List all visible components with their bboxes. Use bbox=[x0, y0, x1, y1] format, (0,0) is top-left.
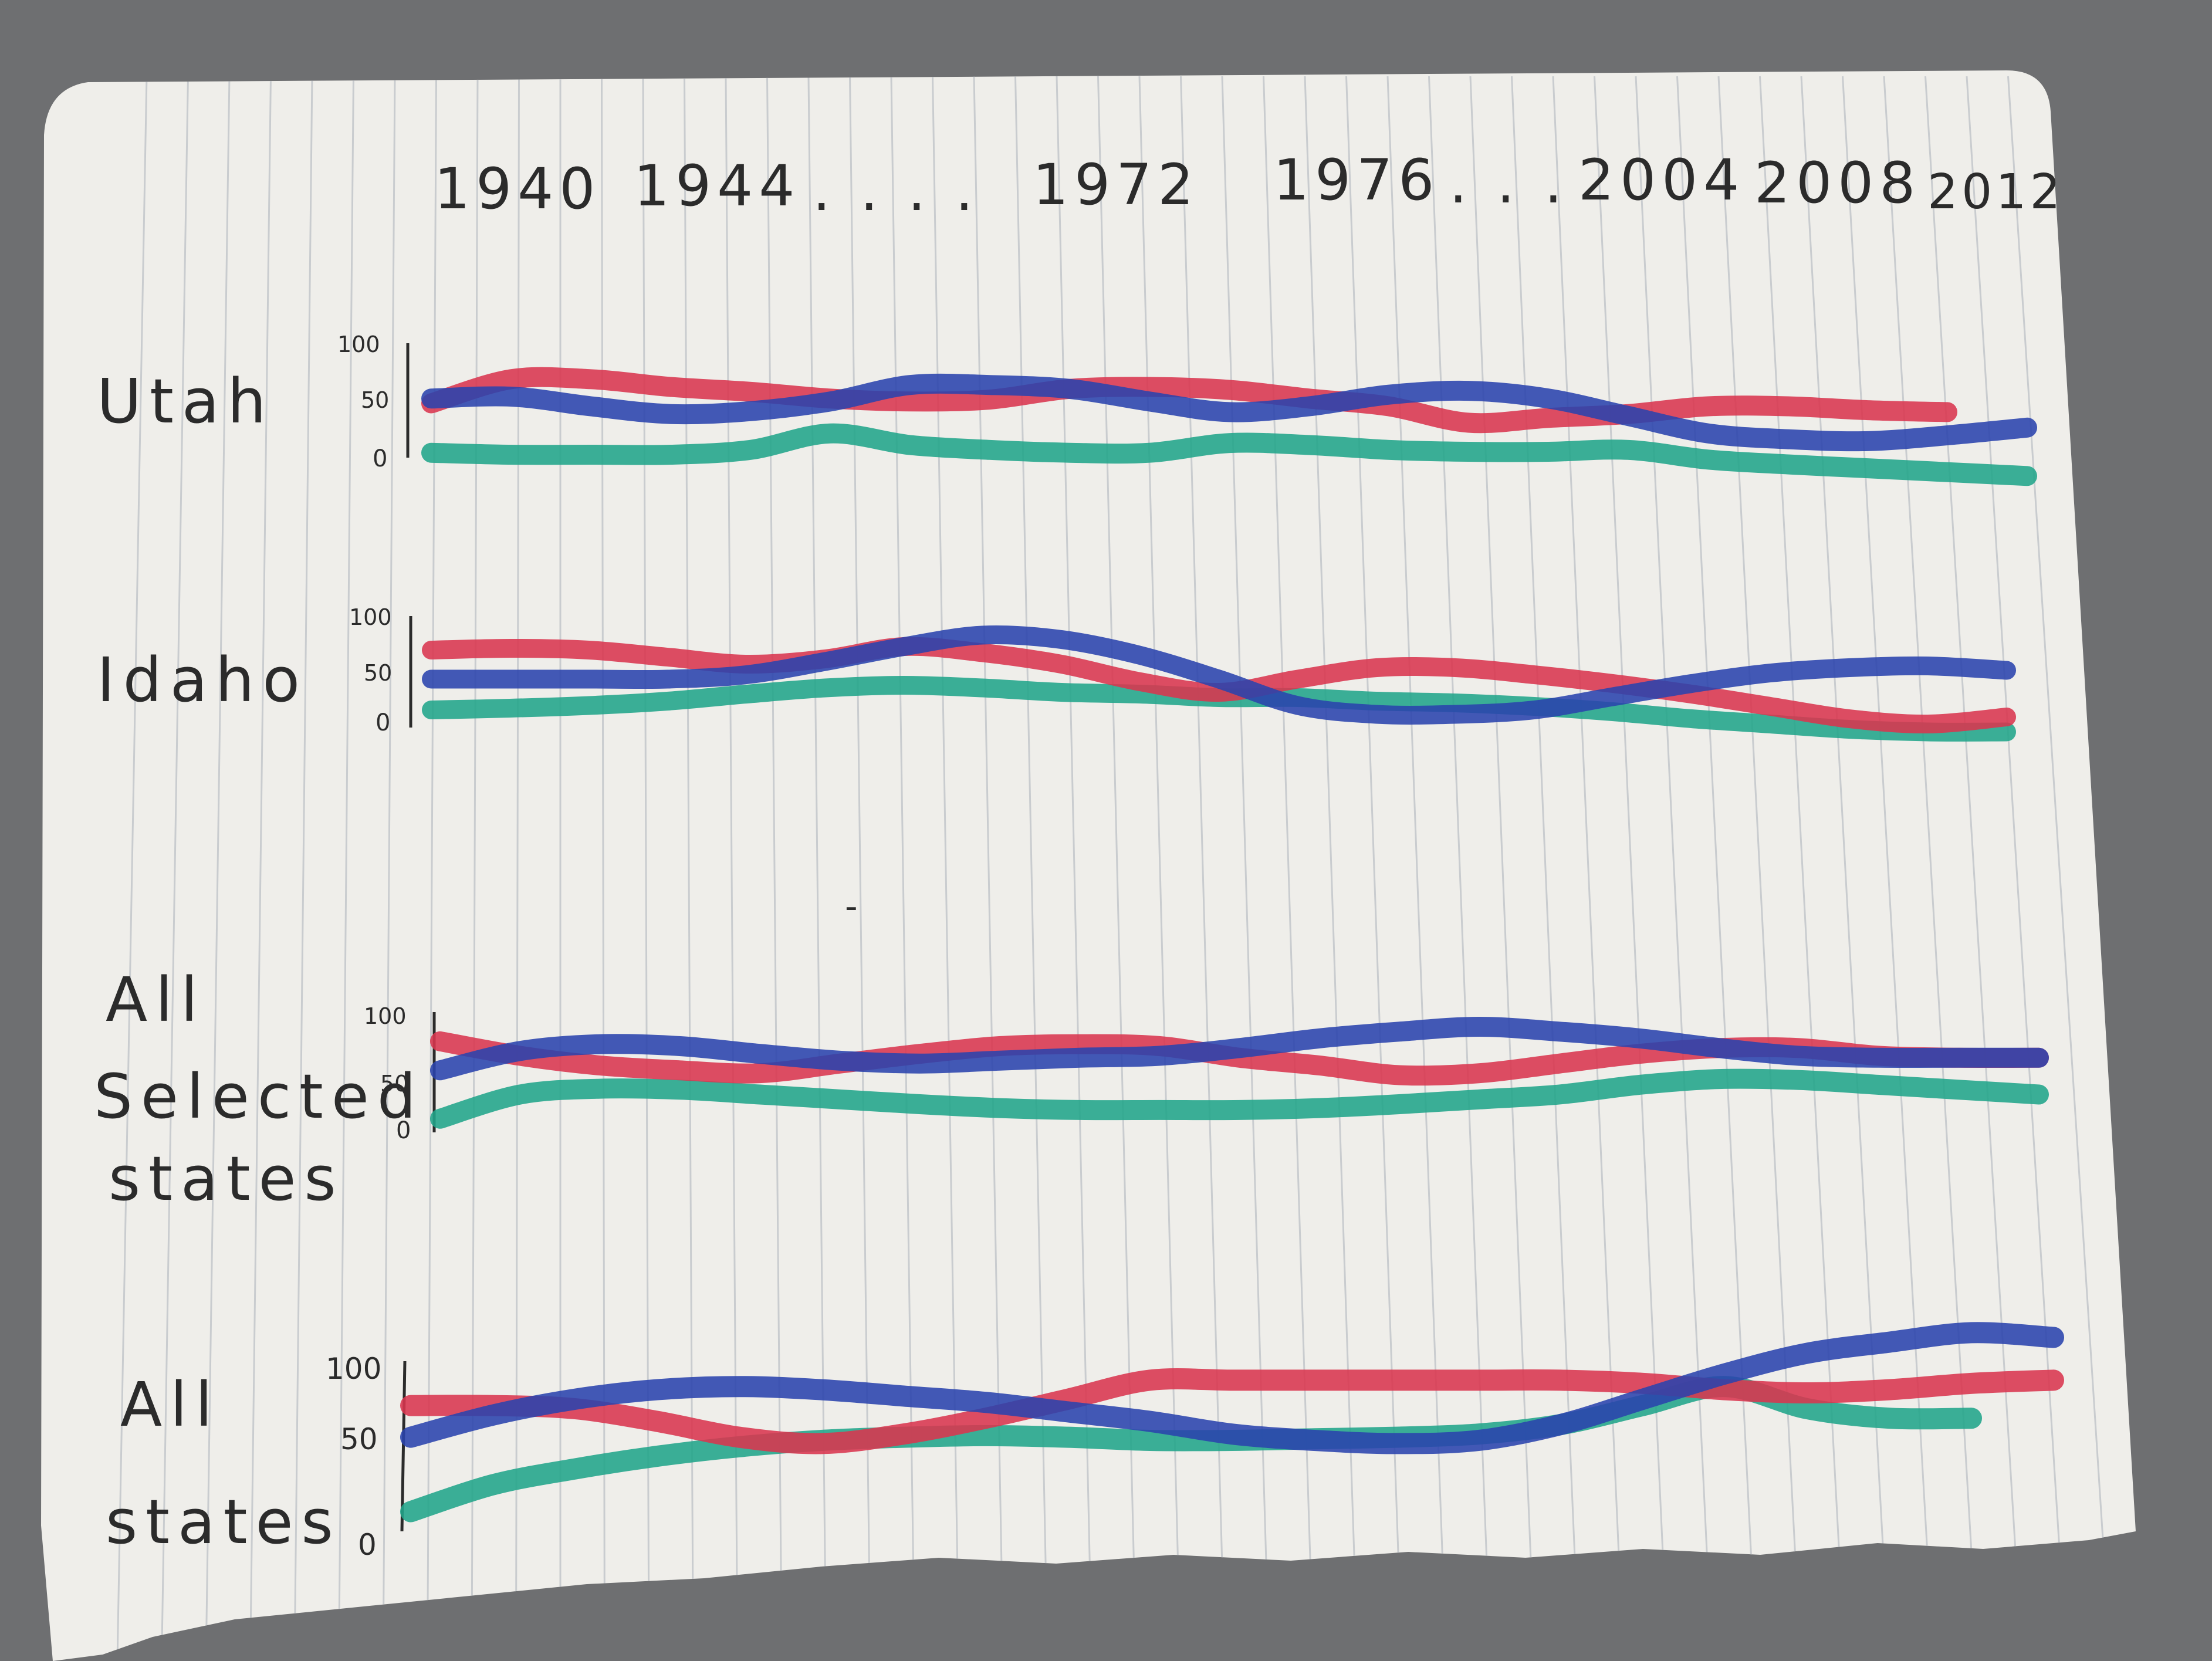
panel-idaho: Idaho 100 50 0 bbox=[97, 604, 2016, 742]
ruled-line bbox=[1345, 76, 1403, 1661]
ruled-line bbox=[205, 76, 231, 1661]
x-label-ellipsis-2: . . . bbox=[1449, 150, 1568, 216]
ruled-line bbox=[293, 76, 313, 1661]
x-label-2004: 2004 bbox=[1578, 147, 1745, 213]
ruled-line bbox=[116, 76, 148, 1661]
ytick-50: 50 bbox=[361, 387, 389, 413]
ytick-0: 0 bbox=[373, 445, 387, 472]
y-axis-line bbox=[400, 1361, 407, 1532]
ytick-100: 100 bbox=[364, 1003, 407, 1029]
panel-title-line: states bbox=[106, 1486, 341, 1558]
ytick-50: 50 bbox=[364, 660, 392, 686]
series-line-blue bbox=[430, 1017, 2049, 1081]
ytick-0: 0 bbox=[396, 1117, 411, 1144]
series-layer bbox=[400, 1322, 2064, 1523]
panel-title-all-selected-states: All Selected states bbox=[94, 964, 452, 1215]
panel-title-line: All bbox=[106, 964, 206, 1036]
ruled-line bbox=[1097, 76, 1137, 1661]
stray-mark: ‑ bbox=[845, 886, 858, 927]
ytick-100: 100 bbox=[349, 604, 392, 630]
ruled-line bbox=[1386, 76, 1447, 1661]
ytick-50: 50 bbox=[380, 1071, 408, 1097]
ytick-50: 50 bbox=[340, 1422, 378, 1456]
ruled-line bbox=[1180, 76, 1226, 1661]
panel-title-line: states bbox=[109, 1143, 344, 1215]
ruled-line bbox=[1924, 76, 2023, 1661]
x-label-1976: 1976 bbox=[1273, 147, 1440, 213]
series-layer bbox=[422, 625, 2016, 742]
ruled-line bbox=[338, 76, 354, 1661]
x-axis-year-labels: 1940 1944 . . . . 1972 1976 . . . 2004 2… bbox=[434, 147, 2064, 224]
x-label-ellipsis-1: . . . . bbox=[813, 158, 979, 224]
series-line-blue bbox=[422, 625, 2016, 725]
ruled-line bbox=[1511, 76, 1580, 1661]
ruled-line bbox=[1428, 76, 1491, 1661]
panel-all-selected-states: All Selected states 100 50 0 bbox=[94, 964, 2049, 1215]
x-label-1944: 1944 bbox=[634, 153, 800, 219]
series-line-red bbox=[421, 367, 1957, 434]
series-line-green bbox=[421, 423, 2037, 486]
ruled-line bbox=[1552, 76, 1625, 1661]
ruled-line bbox=[1304, 76, 1359, 1661]
panel-title-idaho: Idaho bbox=[97, 644, 308, 716]
series-line-blue bbox=[421, 373, 2037, 452]
ruled-line bbox=[249, 76, 272, 1661]
ytick-0: 0 bbox=[358, 1528, 377, 1562]
ruled-line bbox=[161, 76, 189, 1661]
panel-title-utah: Utah bbox=[97, 366, 275, 437]
ruled-line bbox=[382, 76, 396, 1661]
panel-title-line: All bbox=[120, 1369, 221, 1440]
ruled-line bbox=[1263, 76, 1314, 1661]
series-layer bbox=[430, 1017, 2049, 1129]
ruled-line bbox=[1221, 76, 1270, 1661]
ytick-100: 100 bbox=[326, 1352, 381, 1386]
series-layer bbox=[421, 367, 2037, 486]
ruled-line bbox=[2007, 76, 2112, 1661]
panel-title-line: Selected bbox=[94, 1061, 424, 1132]
series-line-red bbox=[422, 637, 2016, 734]
ruled-line bbox=[1883, 76, 1979, 1661]
panel-all-states: All states 100 50 0 bbox=[106, 1322, 2064, 1562]
x-label-2008: 2008 bbox=[1754, 150, 1921, 216]
x-label-1940: 1940 bbox=[434, 156, 601, 222]
panel-utah: Utah 100 50 0 bbox=[97, 331, 2037, 486]
series-line-red bbox=[400, 1368, 2064, 1454]
x-label-1972: 1972 bbox=[1033, 152, 1199, 218]
series-line-green bbox=[430, 1068, 2049, 1129]
series-line-blue bbox=[400, 1322, 2064, 1454]
panel-title-all-states: All states bbox=[106, 1369, 341, 1558]
ruled-line bbox=[1138, 76, 1182, 1661]
ytick-0: 0 bbox=[376, 709, 390, 736]
ytick-100: 100 bbox=[337, 331, 380, 357]
ruled-line bbox=[1469, 76, 1536, 1661]
x-label-2012: 2012 bbox=[1927, 164, 2064, 220]
ruled-line bbox=[1966, 76, 2068, 1661]
